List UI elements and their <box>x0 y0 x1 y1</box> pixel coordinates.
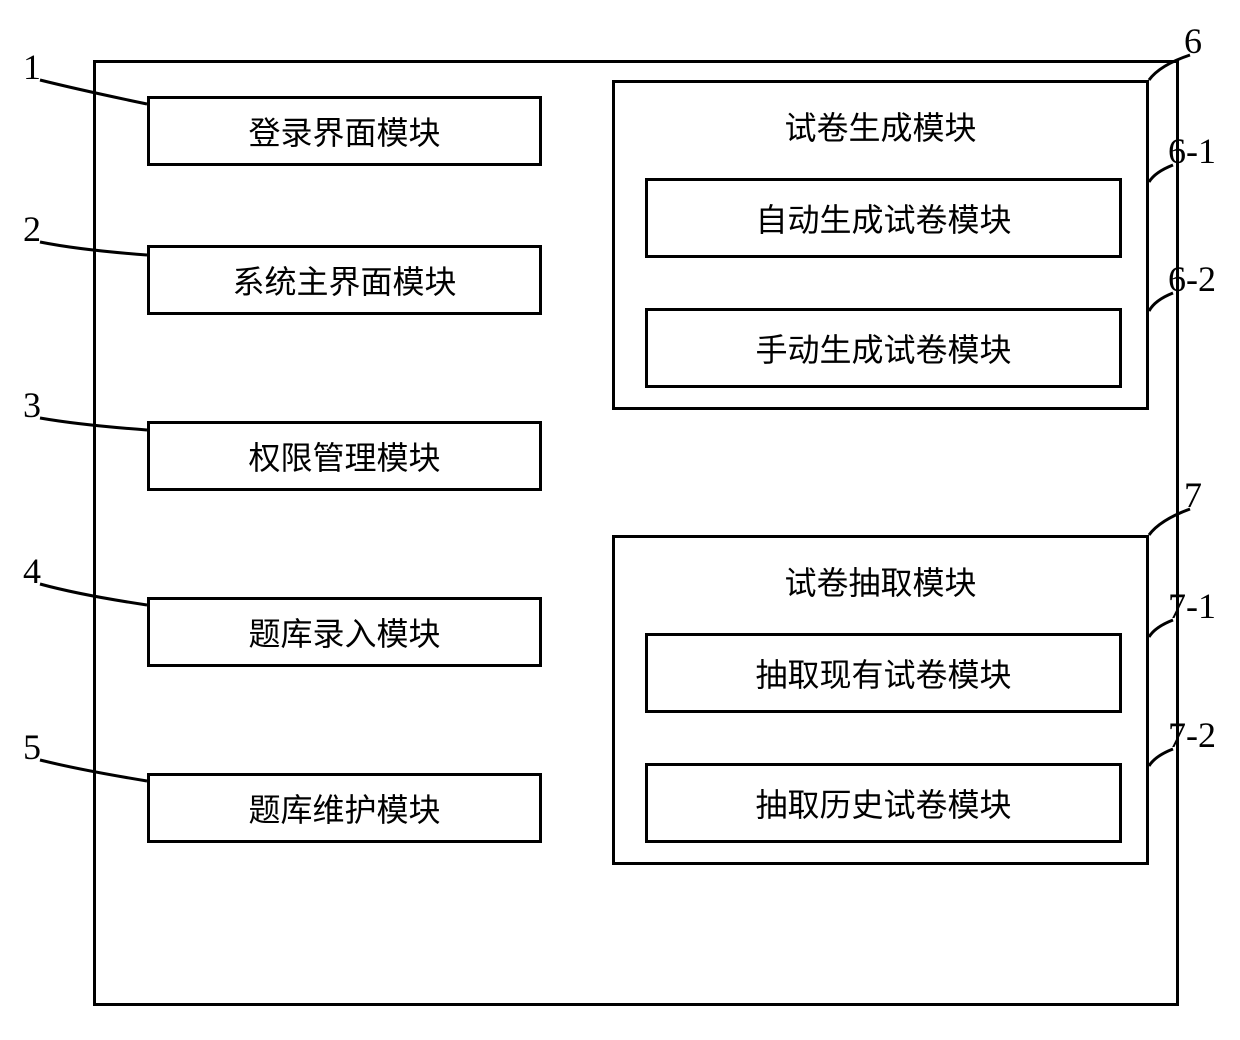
ref-text: 1 <box>23 47 41 87</box>
module-box-5: 题库维护模块 <box>147 773 542 843</box>
ref-label-6-2: 6-2 <box>1168 258 1216 300</box>
ref-label-7-1: 7-1 <box>1168 585 1216 627</box>
module-label: 系统主界面模块 <box>232 257 456 303</box>
ref-text: 3 <box>23 385 41 425</box>
ref-label-5: 5 <box>23 726 41 768</box>
sub-box-6-2: 手动生成试卷模块 <box>645 308 1122 388</box>
sub-label: 抽取历史试卷模块 <box>755 780 1011 826</box>
group-title: 试卷抽取模块 <box>615 558 1146 604</box>
ref-label-7: 7 <box>1184 474 1202 516</box>
ref-text: 6-1 <box>1168 131 1216 171</box>
module-label: 登录界面模块 <box>248 108 440 154</box>
group-title-text: 试卷抽取模块 <box>784 565 976 601</box>
group-box-6: 试卷生成模块 自动生成试卷模块 手动生成试卷模块 <box>612 80 1149 410</box>
ref-label-1: 1 <box>23 46 41 88</box>
ref-label-7-2: 7-2 <box>1168 714 1216 756</box>
group-title-text: 试卷生成模块 <box>784 110 976 146</box>
ref-label-6: 6 <box>1184 20 1202 62</box>
sub-box-7-2: 抽取历史试卷模块 <box>645 763 1122 843</box>
ref-text: 2 <box>23 209 41 249</box>
module-label: 题库录入模块 <box>248 609 440 655</box>
sub-label: 手动生成试卷模块 <box>755 325 1011 371</box>
ref-label-3: 3 <box>23 384 41 426</box>
ref-text: 6 <box>1184 21 1202 61</box>
ref-label-2: 2 <box>23 208 41 250</box>
sub-box-6-1: 自动生成试卷模块 <box>645 178 1122 258</box>
ref-text: 6-2 <box>1168 259 1216 299</box>
group-title: 试卷生成模块 <box>615 103 1146 149</box>
ref-text: 7-2 <box>1168 715 1216 755</box>
sub-label: 抽取现有试卷模块 <box>755 650 1011 696</box>
module-box-4: 题库录入模块 <box>147 597 542 667</box>
module-box-1: 登录界面模块 <box>147 96 542 166</box>
module-box-2: 系统主界面模块 <box>147 245 542 315</box>
ref-text: 5 <box>23 727 41 767</box>
ref-text: 7-1 <box>1168 586 1216 626</box>
module-box-3: 权限管理模块 <box>147 421 542 491</box>
ref-text: 7 <box>1184 475 1202 515</box>
module-label: 题库维护模块 <box>248 785 440 831</box>
group-box-7: 试卷抽取模块 抽取现有试卷模块 抽取历史试卷模块 <box>612 535 1149 865</box>
sub-box-7-1: 抽取现有试卷模块 <box>645 633 1122 713</box>
ref-label-4: 4 <box>23 550 41 592</box>
ref-text: 4 <box>23 551 41 591</box>
ref-label-6-1: 6-1 <box>1168 130 1216 172</box>
module-label: 权限管理模块 <box>248 433 440 479</box>
sub-label: 自动生成试卷模块 <box>755 195 1011 241</box>
